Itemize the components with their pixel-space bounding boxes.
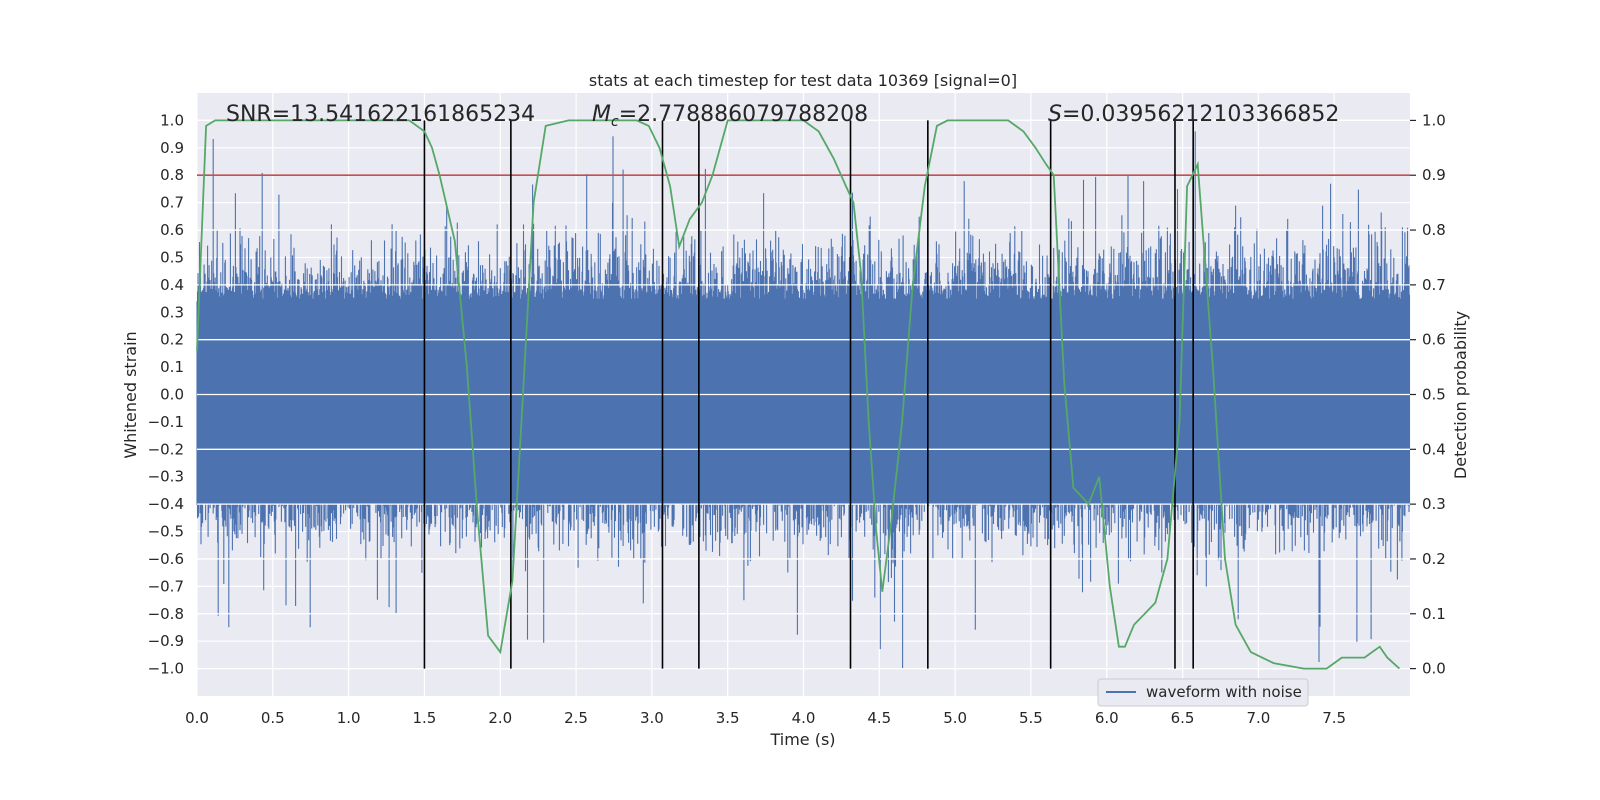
y-tick-label: 0.2 [160,331,184,349]
mc-symbol: M [592,102,611,127]
mc-value: =2.778886079788208 [619,102,868,127]
s-symbol: S [1048,102,1062,127]
y2-tick-labels: 1.0 0.9 0.8 0.7 0.6 0.5 0.4 0.3 0.2 0.1 0.0 [1410,111,1446,678]
s-annotation: S=0.03956212103366852 [1048,102,1339,127]
mc-annotation: Mc=2.778886079788208 [592,102,868,130]
x-tick-label: 5.0 [943,709,967,727]
snr-annotation: SNR=13.541622161865234 [226,102,535,127]
y-tick-label: −0.1 [148,413,184,431]
y2-tick-label: 0.7 [1422,276,1446,294]
detection-probability-line [196,119,1401,670]
y2-tick-label: 0.8 [1422,221,1446,239]
y-axis-label: Whitened strain [121,331,140,458]
y2-tick-label: 0.1 [1422,605,1446,623]
y-tick-label: 0.8 [160,166,184,184]
y-tick-label: −1.0 [148,660,184,678]
x-tick-label: 0.0 [185,709,209,727]
y-tick-label: 0.4 [160,276,184,294]
x-tick-label: 4.5 [867,709,891,727]
legend: waveform with noise [1097,678,1309,707]
y2-tick-label: 0.4 [1422,440,1446,458]
y2-tick-label: 0.6 [1422,331,1446,349]
mc-subscript: c [611,114,619,130]
y2-tick-label: 1.0 [1422,111,1446,129]
y-tick-label: −0.3 [148,468,184,486]
x-tick-labels: 0.0 0.5 1.0 1.5 2.0 2.5 3.0 3.5 4.0 4.5 5.0 5.5 6.0 6… [185,709,1346,727]
x-tick-label: 0.5 [261,709,285,727]
y-tick-label: −0.8 [148,605,184,623]
x-tick-label: 6.0 [1095,709,1119,727]
x-tick-label: 4.0 [792,709,816,727]
y-tick-label: 0.7 [160,194,184,212]
x-tick-label: 1.5 [413,709,437,727]
event-lines [423,120,1194,669]
y-tick-label: −0.5 [148,523,184,541]
x-tick-label: 1.0 [337,709,361,727]
x-tick-label: 7.5 [1322,709,1346,727]
y-tick-label: 0.1 [160,358,184,376]
x-tick-label: 7.0 [1246,709,1270,727]
y2-tick-label: 0.0 [1422,660,1446,678]
y-tick-label: −0.7 [148,577,184,595]
y-tick-label: −0.2 [148,440,184,458]
y-tick-labels: 1.0 0.9 0.8 0.7 0.6 0.5 0.4 0.3 0.2 0.1 0.0 −0.1 −0.… [148,111,184,677]
y-tick-label: 0.9 [160,139,184,157]
y2-tick-label: 0.9 [1422,166,1446,184]
y-tick-label: −0.6 [148,550,184,568]
x-tick-label: 3.5 [716,709,740,727]
y2-tick-label: 0.3 [1422,495,1446,513]
s-value: =0.03956212103366852 [1062,102,1339,127]
x-tick-label: 5.5 [1019,709,1043,727]
legend-box [1097,678,1309,707]
y-tick-label: 0.0 [160,386,184,404]
y2-axis-label: Detection probability [1451,311,1470,479]
y2-tick-label: 0.5 [1422,386,1446,404]
y-tick-label: 1.0 [160,111,184,129]
y-tick-label: −0.9 [148,632,184,650]
y-tick-label: 0.3 [160,303,184,321]
y-tick-label: 0.6 [160,221,184,239]
x-tick-label: 3.0 [640,709,664,727]
y2-tick-label: 0.2 [1422,550,1446,568]
x-tick-label: 2.0 [488,709,512,727]
y-tick-label: −0.4 [148,495,184,513]
x-tick-label: 2.5 [564,709,588,727]
strain-series [196,131,1411,669]
strain-core-band [197,298,1410,505]
x-tick-label: 6.5 [1171,709,1195,727]
chart-title: stats at each timestep for test data 103… [589,71,1017,90]
y-tick-label: 0.5 [160,248,184,266]
legend-label: waveform with noise [1146,683,1302,701]
x-axis-label: Time (s) [769,730,835,749]
